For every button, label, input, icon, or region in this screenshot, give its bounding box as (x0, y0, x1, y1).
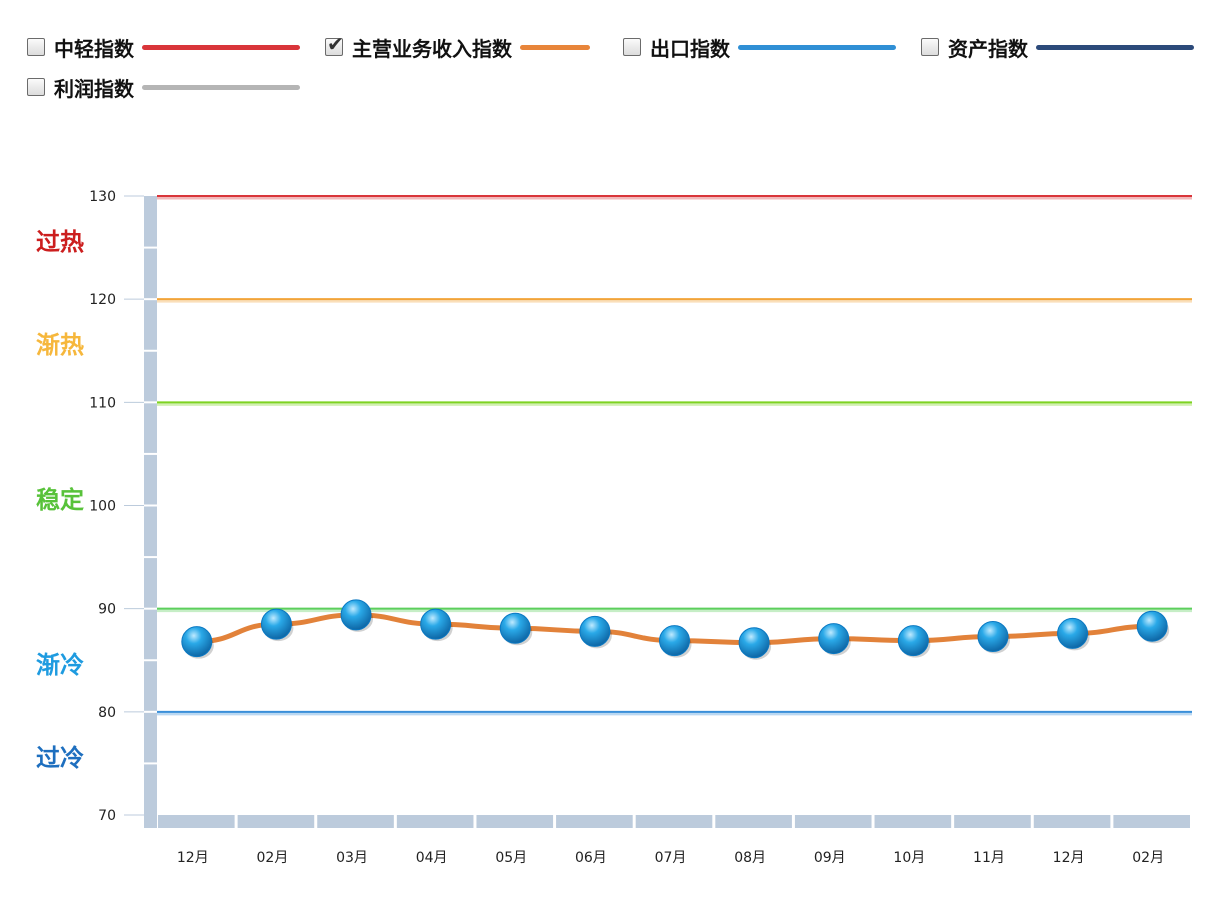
x-axis: 12月 02月 03月 04月 05月 06月 07月 08月 09月 10月 11月 12月 02月 (158, 815, 1190, 866)
x-axis-segment (556, 815, 633, 828)
data-point (1136, 610, 1168, 642)
y-tick-label: 70 (98, 808, 116, 824)
legend-label: 资产指数 (948, 36, 1028, 61)
y-tick-label: 100 (89, 499, 116, 515)
x-tick-label: 10月 (893, 850, 925, 866)
data-point (738, 627, 770, 659)
x-axis-segment (1033, 815, 1111, 828)
y-tick-label: 90 (98, 602, 116, 618)
zone-label: 渐冷 (36, 651, 84, 680)
data-point (420, 608, 452, 640)
data-point (818, 623, 850, 655)
data-point (1057, 617, 1089, 649)
zone-label: 渐热 (36, 331, 84, 360)
x-tick-label: 02月 (1132, 850, 1164, 866)
legend: 中轻指数 ✔ 主营业务收入指数 出口指数 资产指数 利润指数 (0, 0, 1232, 110)
checkbox-main-revenue[interactable]: ✔ (325, 33, 344, 56)
y-tick-label: 120 (89, 292, 116, 308)
checkbox-profit[interactable] (27, 78, 45, 96)
x-tick-label: 12月 (1053, 850, 1085, 866)
x-axis-segment (954, 815, 1031, 828)
x-tick-label: 11月 (973, 850, 1005, 866)
x-axis-segment (715, 815, 792, 828)
x-axis-segment (794, 815, 872, 828)
y-axis: 70 80 90 100 110 120 130 (89, 189, 157, 828)
zone-label: 过热 (36, 228, 84, 257)
x-axis-segment (476, 815, 554, 828)
checkbox-assets[interactable] (921, 38, 939, 56)
check-mark-icon: ✔ (327, 32, 344, 56)
data-point (260, 608, 292, 640)
x-axis-segment (1113, 815, 1190, 828)
legend-swatch (520, 44, 590, 50)
zone-label: 稳定 (36, 486, 84, 515)
x-tick-label: 12月 (177, 850, 209, 866)
data-point (499, 612, 531, 644)
checkbox-export[interactable] (623, 38, 641, 56)
x-axis-segment (874, 815, 952, 828)
series-main-revenue (181, 599, 1170, 660)
legend-item-export[interactable]: 出口指数 (623, 32, 896, 62)
legend-swatch (738, 44, 896, 50)
y-tick-label: 110 (89, 395, 116, 411)
legend-swatch (142, 44, 300, 50)
data-point (977, 621, 1009, 653)
legend-label: 利润指数 (54, 76, 134, 101)
reference-lines (157, 195, 1192, 716)
x-axis-segment (317, 815, 394, 828)
x-axis-segment (237, 815, 315, 828)
x-tick-label: 06月 (575, 850, 607, 866)
legend-item-light-industry[interactable]: 中轻指数 (27, 32, 300, 62)
data-point (659, 625, 690, 657)
x-tick-label: 08月 (734, 850, 766, 866)
x-tick-label: 02月 (257, 850, 289, 866)
data-point (340, 599, 372, 631)
x-axis-segment (396, 815, 474, 828)
x-tick-label: 07月 (655, 850, 687, 866)
y-tick-label: 80 (98, 705, 116, 721)
data-point (181, 626, 213, 658)
legend-swatch (142, 84, 300, 90)
x-tick-label: 05月 (495, 850, 527, 866)
x-tick-label: 09月 (814, 850, 846, 866)
data-point (897, 625, 929, 657)
x-tick-label: 04月 (416, 850, 448, 866)
legend-item-assets[interactable]: 资产指数 (921, 32, 1194, 62)
legend-label: 中轻指数 (54, 36, 134, 61)
x-tick-label: 03月 (336, 850, 368, 866)
data-point (579, 615, 611, 647)
legend-swatch (1036, 44, 1194, 50)
legend-item-main-revenue[interactable]: ✔ 主营业务收入指数 (325, 32, 590, 62)
legend-label: 出口指数 (650, 36, 730, 61)
zone-label: 过冷 (36, 744, 84, 773)
legend-label: 主营业务收入指数 (352, 36, 512, 61)
y-axis-bar (144, 196, 157, 828)
legend-item-profit[interactable]: 利润指数 (27, 72, 300, 102)
x-axis-segment (635, 815, 713, 828)
checkbox-light-industry[interactable] (27, 38, 45, 56)
x-axis-segment (158, 815, 235, 828)
y-tick-label: 130 (89, 189, 116, 205)
